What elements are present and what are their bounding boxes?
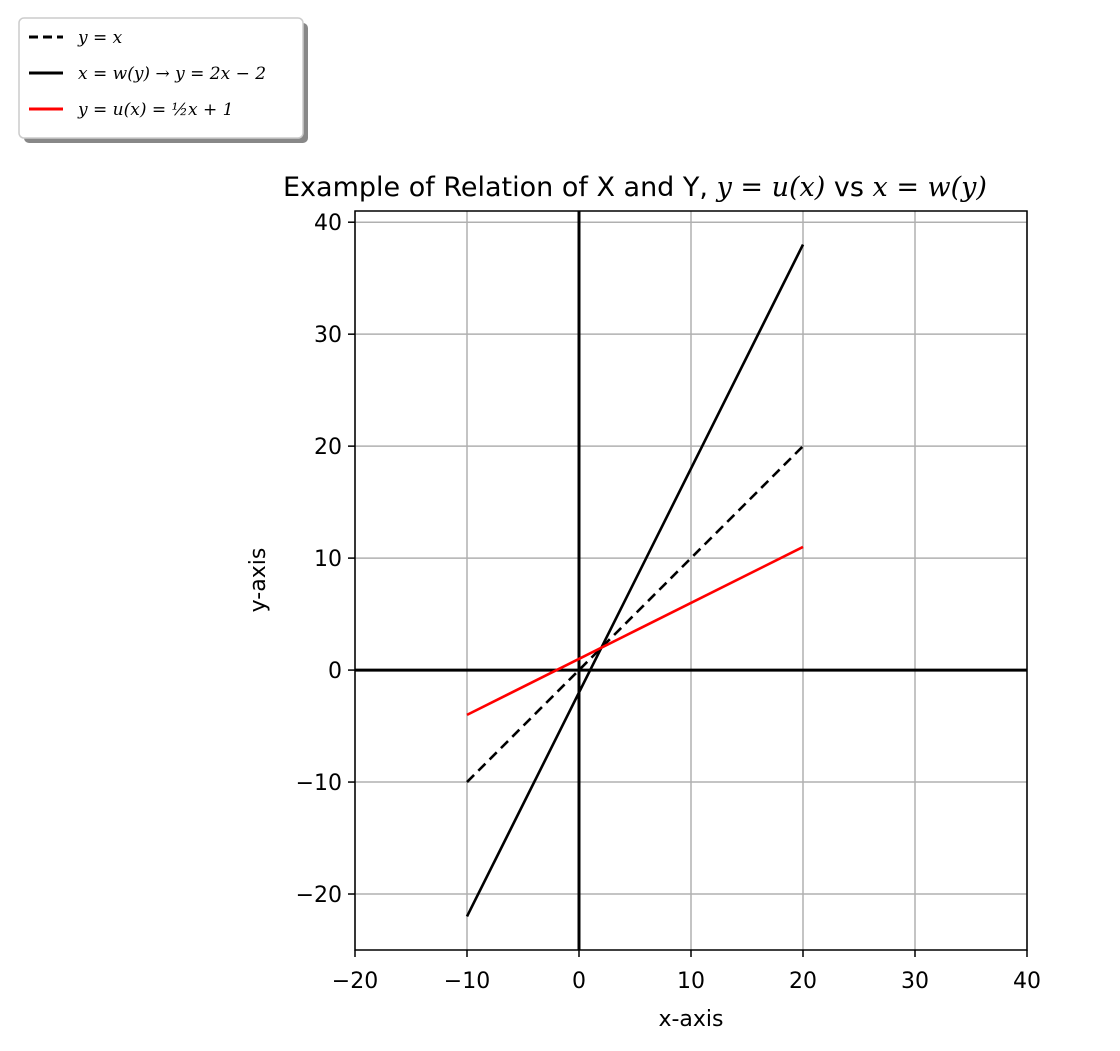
series-line-3 [466,545,804,717]
grid [354,211,1028,950]
legend-label-1: y = x [77,28,123,48]
x-tick-label: −10 [444,969,490,994]
legend: y = x x = w(y) → y = 2x − 2 y = u(x) = ½x … [18,17,308,143]
legend-label-2: x = w(y) → y = 2x − 2 [78,64,266,84]
x-tick-label: −20 [332,969,378,994]
x-tick-label: 20 [789,969,817,994]
y-tick-label: 40 [314,211,342,236]
chart-title-middle: vs [825,172,872,203]
legend-box [18,17,304,139]
x-tick-label: 30 [901,969,929,994]
x-axis-label: x-axis [658,1007,723,1032]
y-tick-label: −10 [296,771,342,796]
y-tick-label: 30 [314,323,342,348]
y-tick-label: 10 [314,547,342,572]
x-tick-label: 0 [572,969,586,994]
y-tick-label: 20 [314,435,342,460]
ticks: −20 −10 0 10 20 30 40 −20 −10 0 10 20 30 40 [296,211,1041,994]
chart-title-prefix: Example of Relation of X and Y, [283,172,717,203]
y-tick-label: 0 [328,659,342,684]
reference-axes [355,211,1027,950]
chart-title: Example of Relation of X and Y, y = u(x)… [283,172,987,203]
series-line-2 [465,244,805,917]
x-tick-label: 10 [677,969,705,994]
x-tick-label: 40 [1013,969,1041,994]
series-lines [465,244,805,917]
y-tick-label: −20 [296,883,342,908]
series-line-1 [466,445,804,783]
chart-title-math-2: x = w(y) [873,172,987,203]
chart-title-math-1: y = u(x) [716,172,826,203]
legend-label-3: y = u(x) = ½x + 1 [77,100,233,120]
y-axis-label: y-axis [246,548,271,613]
